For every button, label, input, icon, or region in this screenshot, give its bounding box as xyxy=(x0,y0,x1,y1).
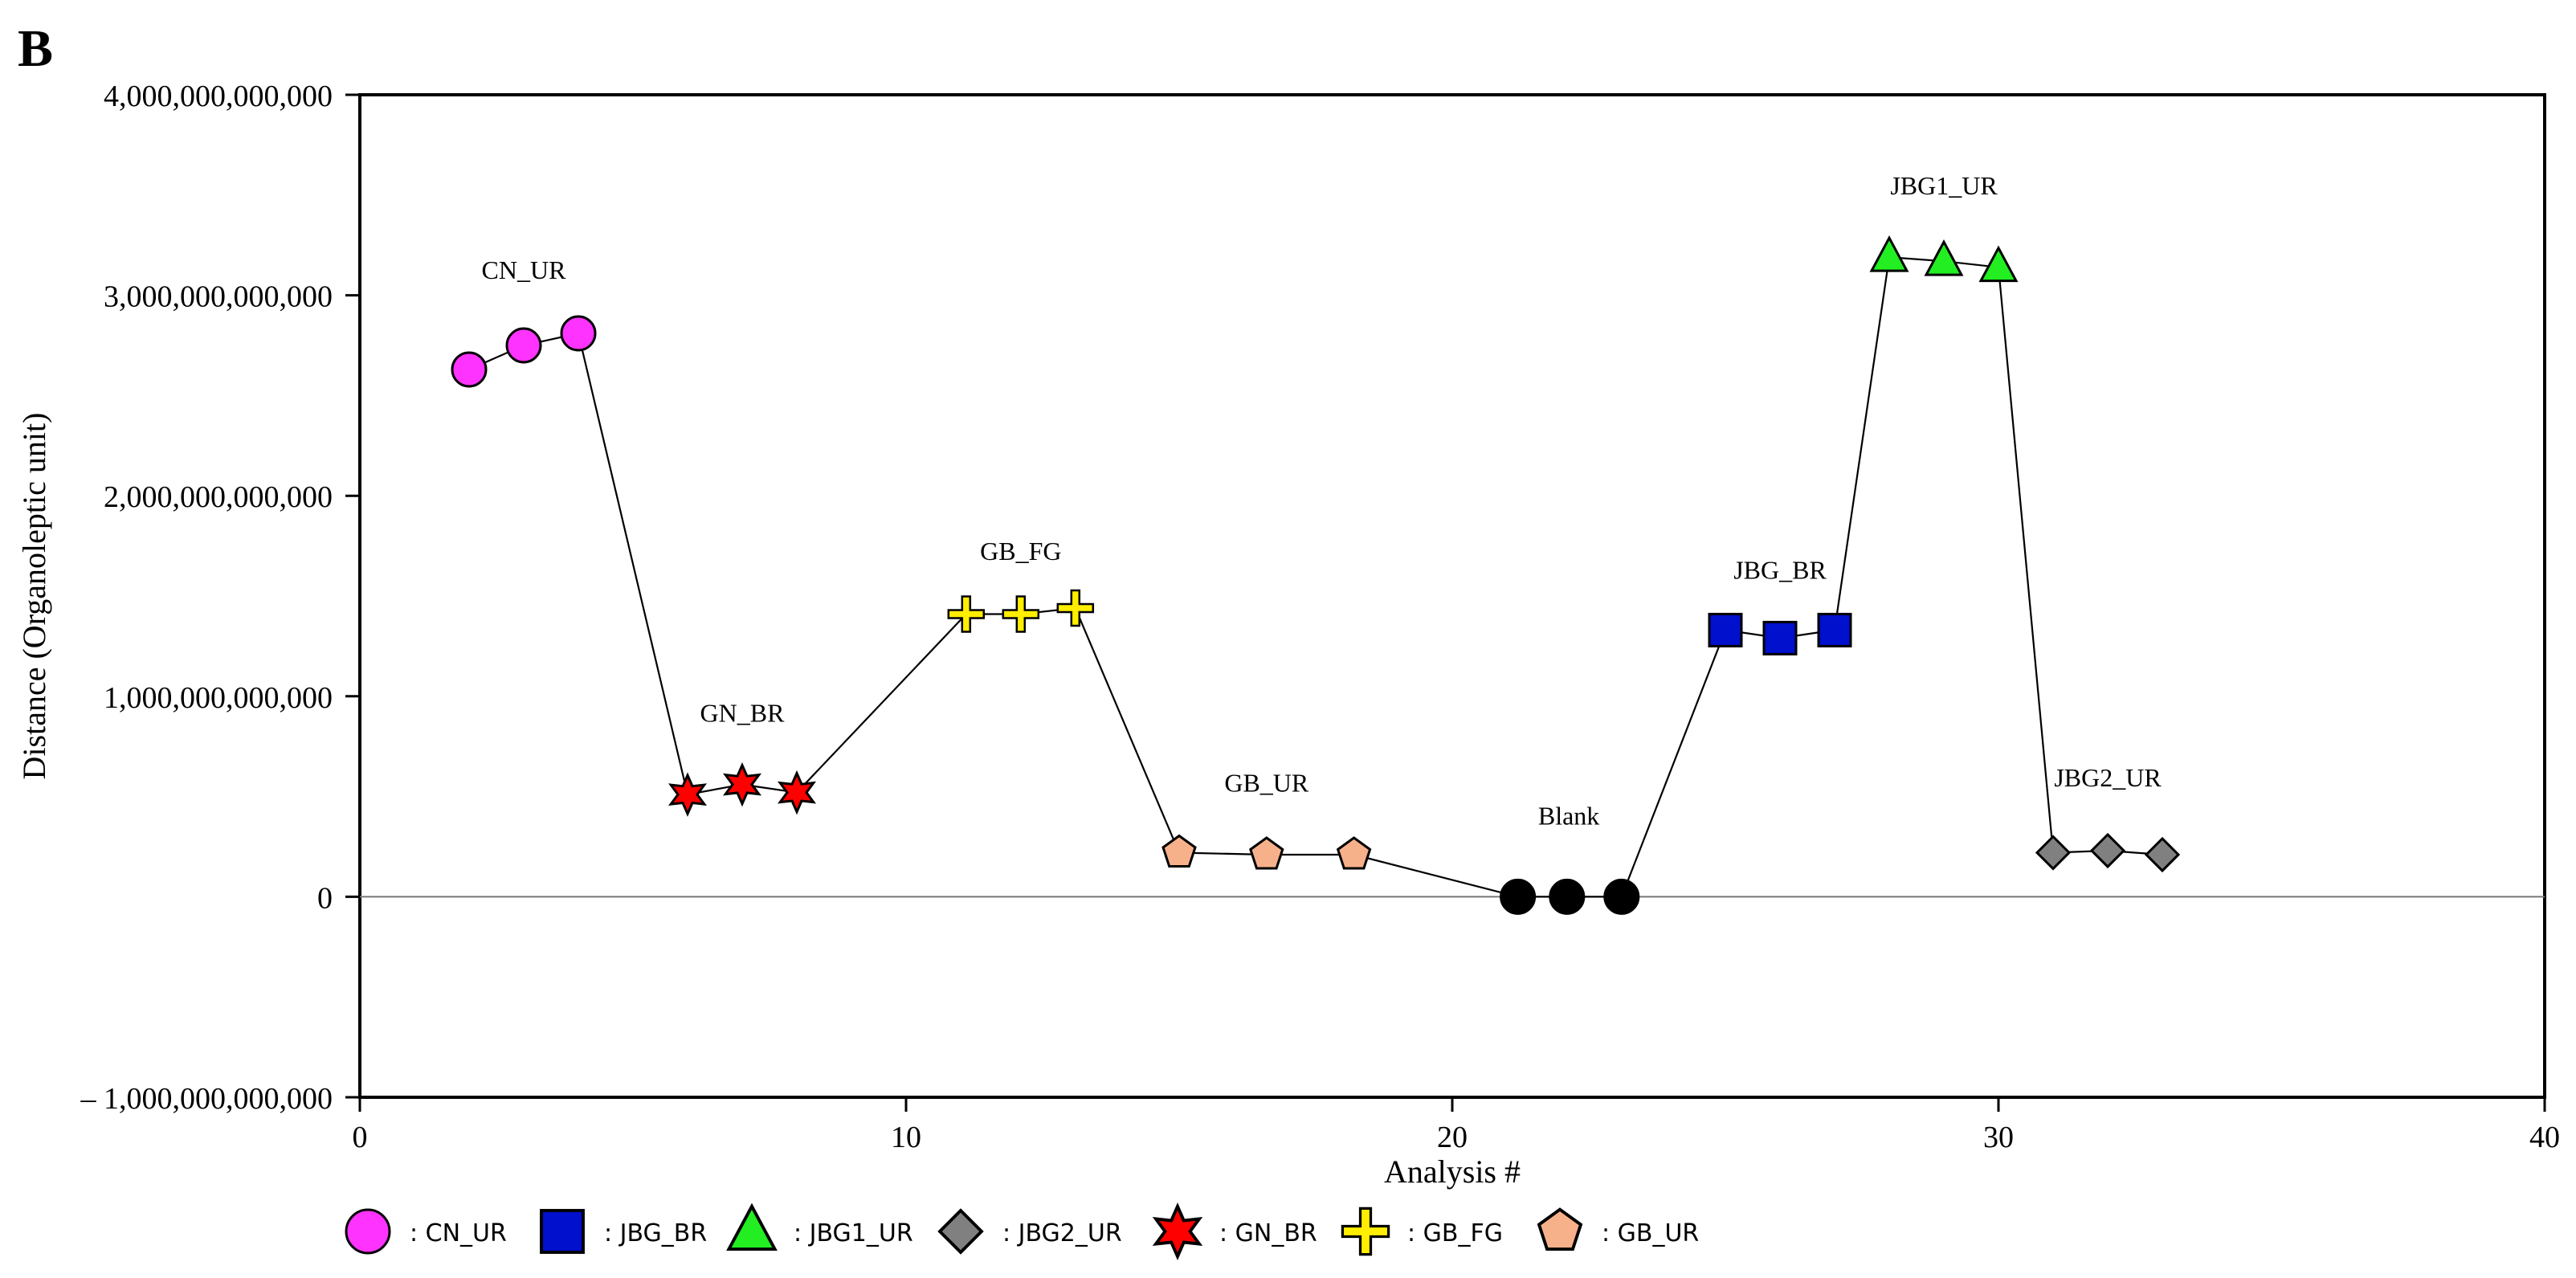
point-gb-ur xyxy=(1336,836,1372,870)
y-tick-label: 0 xyxy=(317,881,333,915)
panel-label: B xyxy=(18,19,53,78)
legend-label-cn-ur: : CN_UR xyxy=(410,1219,507,1247)
legend-label-jbg2-ur: : JBG2_UR xyxy=(1002,1219,1122,1247)
x-tick-label: 20 xyxy=(1437,1121,1468,1154)
legend-label-gn-br: : GN_BR xyxy=(1219,1219,1317,1247)
point-jbg-br xyxy=(1762,620,1798,655)
x-axis-label: Analysis # xyxy=(1384,1153,1521,1190)
group-label-cn-ur: CN_UR xyxy=(482,255,567,284)
point-gb-fg xyxy=(1002,595,1040,633)
legend-marker-gb-fg xyxy=(1341,1207,1390,1256)
point-gn-br xyxy=(667,772,708,817)
group-label-jbg2-ur: JBG2_UR xyxy=(2054,763,2162,792)
point-gn-br xyxy=(722,761,762,807)
point-jbg2-ur xyxy=(2089,832,2126,869)
legend-label-gb-ur: : GB_UR xyxy=(1602,1219,1699,1247)
legend-marker-cn-ur xyxy=(345,1208,391,1255)
point-gn-br xyxy=(777,770,817,815)
x-tick-label: 30 xyxy=(1983,1121,2014,1154)
y-tick-label: – 1,000,000,000,000 xyxy=(80,1082,333,1116)
point-blank xyxy=(1500,878,1537,915)
legend: : CN_UR : JBG_BR : JBG1_UR : JBG2_UR : GN_BR… xyxy=(345,1202,1699,1261)
group-label-gn-br: GN_BR xyxy=(700,699,786,728)
point-blank xyxy=(1549,878,1586,915)
x-tick-label: 10 xyxy=(891,1121,921,1154)
x-tick-label: 40 xyxy=(2529,1121,2560,1154)
point-gb-fg xyxy=(947,595,986,633)
y-axis-label: Distance (Organoleptic unit) xyxy=(16,413,52,780)
point-jbg-br xyxy=(1817,612,1852,647)
group-label-gb-ur: GB_UR xyxy=(1224,768,1309,797)
legend-label-jbg1-ur: : JBG1_UR xyxy=(794,1219,913,1247)
plot-frame xyxy=(358,93,2546,1099)
y-tick-label: 3,000,000,000,000 xyxy=(104,280,333,314)
point-jbg1-ur xyxy=(1978,245,2019,283)
group-label-jbg-br: JBG_BR xyxy=(1733,555,1827,584)
legend-marker-gb-ur xyxy=(1537,1207,1583,1251)
point-cn-ur xyxy=(451,351,488,388)
point-jbg-br xyxy=(1708,612,1743,647)
connecting-line xyxy=(468,256,2163,898)
legend-marker-jbg-br xyxy=(540,1209,585,1254)
legend-marker-jbg1-ur xyxy=(726,1202,778,1251)
point-gb-ur xyxy=(1249,836,1284,870)
point-cn-ur xyxy=(560,315,597,352)
point-gb-ur xyxy=(1161,834,1197,868)
group-label-jbg1-ur: JBG1_UR xyxy=(1890,171,1998,200)
point-jbg2-ur xyxy=(2144,836,2181,873)
legend-marker-gn-br xyxy=(1152,1202,1203,1261)
y-tick-label: 1,000,000,000,000 xyxy=(104,681,333,715)
point-blank xyxy=(1603,878,1640,915)
group-label-blank: Blank xyxy=(1538,801,1599,830)
legend-marker-jbg2-ur xyxy=(937,1208,984,1255)
y-tick-label: 4,000,000,000,000 xyxy=(104,80,333,113)
y-tick-label: 2,000,000,000,000 xyxy=(104,480,333,514)
legend-label-jbg-br: : JBG_BR xyxy=(604,1219,707,1247)
legend-label-gb-fg: : GB_FG xyxy=(1407,1219,1503,1247)
group-label-gb-fg: GB_FG xyxy=(980,537,1061,566)
point-cn-ur xyxy=(505,327,542,364)
point-jbg1-ur xyxy=(1869,235,1909,272)
point-gb-fg xyxy=(1056,589,1095,627)
point-jbg2-ur xyxy=(2035,835,2072,871)
point-jbg1-ur xyxy=(1924,239,1964,276)
x-tick-label: 0 xyxy=(353,1121,368,1154)
